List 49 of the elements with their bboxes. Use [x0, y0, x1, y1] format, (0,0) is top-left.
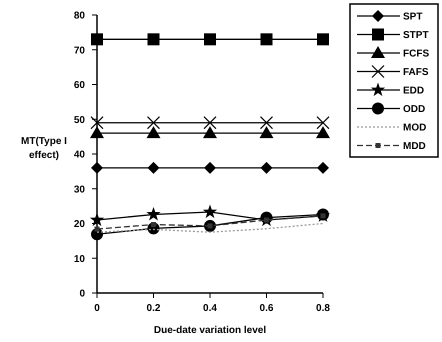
point: [94, 226, 100, 232]
legend-label: MOD: [403, 122, 426, 134]
x-axis-title: Due-date variation level: [154, 325, 266, 336]
x-tick-label: 0: [94, 303, 100, 314]
point: [260, 162, 272, 174]
legend-label: FAFS: [403, 67, 429, 78]
y-tick-label: 20: [74, 219, 86, 230]
y-tick-label: 70: [74, 45, 86, 56]
point: [90, 212, 104, 226]
point: [260, 33, 272, 46]
point: [204, 33, 216, 46]
point: [151, 222, 156, 228]
legend-label: MDD: [403, 141, 426, 152]
point: [90, 126, 104, 138]
legend-label: FCFS: [403, 48, 430, 60]
point: [146, 206, 161, 221]
point: [317, 162, 329, 174]
x-tick-label: 0.4: [203, 303, 218, 314]
point: [148, 33, 160, 46]
y-tick-label: 10: [74, 254, 86, 265]
point: [316, 126, 330, 138]
y-tick-label: 50: [74, 114, 86, 126]
legend-label: STPT: [403, 30, 429, 41]
y-tick-label: 0: [79, 288, 86, 300]
point: [203, 116, 217, 130]
point: [91, 162, 103, 174]
y-axis-title: MT(Type I effect): [21, 136, 68, 161]
legend-label: ODD: [403, 104, 426, 115]
point: [146, 116, 160, 130]
point: [91, 33, 103, 46]
legend-label: EDD: [403, 86, 424, 96]
legend-label: SPT: [403, 12, 422, 22]
point: [260, 126, 274, 138]
point: [202, 204, 218, 218]
point: [146, 126, 160, 138]
y-tick-label: 30: [74, 184, 86, 196]
point: [203, 126, 217, 138]
y-tick-label: 40: [74, 150, 86, 160]
x-tick-label: 0.8: [316, 303, 330, 314]
point: [148, 162, 160, 174]
point: [260, 116, 274, 130]
x-tick-label: 0.2: [146, 303, 161, 314]
point: [317, 33, 329, 46]
x-tick-label: 0.6: [260, 303, 274, 314]
y-tick-label: 80: [74, 10, 86, 22]
point: [316, 116, 330, 130]
y-tick-label: 60: [74, 80, 86, 91]
point: [90, 116, 104, 130]
point: [204, 162, 216, 174]
